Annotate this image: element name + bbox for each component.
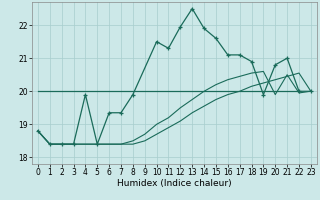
X-axis label: Humidex (Indice chaleur): Humidex (Indice chaleur)	[117, 179, 232, 188]
